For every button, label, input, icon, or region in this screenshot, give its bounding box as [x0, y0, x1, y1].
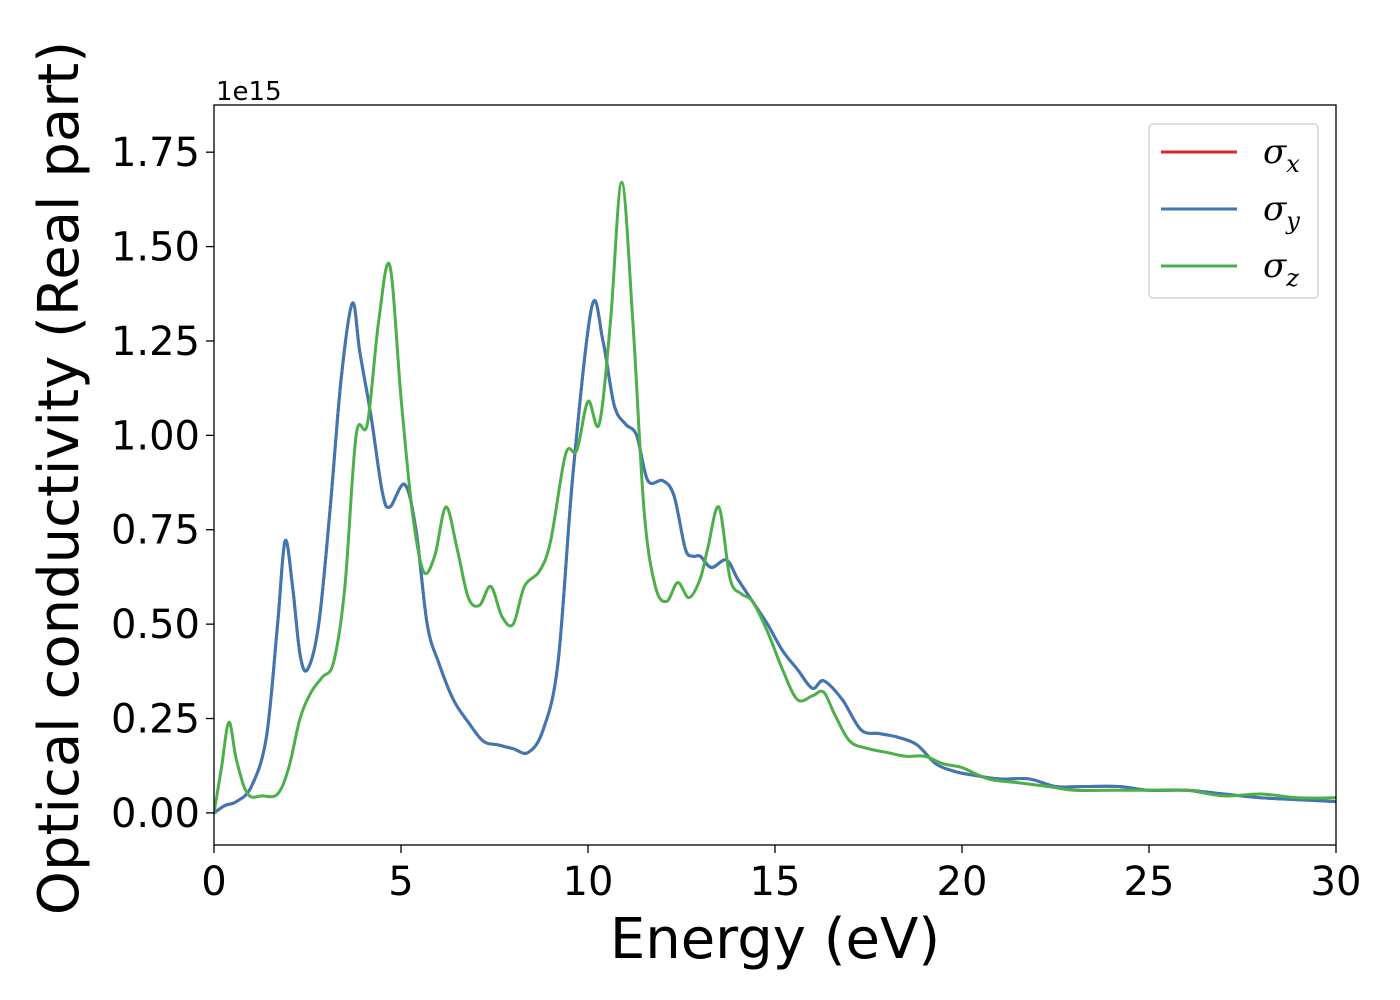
series-line-y: [214, 299, 1336, 815]
y-tick-label: 1.75: [111, 130, 200, 176]
y-axis-label: Optical conductivity (Real part): [27, 41, 92, 915]
y-tick-label: 1.25: [111, 319, 200, 365]
series-line-x: [214, 299, 1336, 815]
x-tick-label: 15: [750, 859, 801, 905]
x-tick-label: 5: [388, 859, 413, 905]
x-tick-label: 20: [937, 859, 988, 905]
series-line-z: [214, 180, 1336, 815]
axes: 0 5 10 15 20 25 30 0.00 0.25 0.50 0.75 1.00 1.25 1.50…: [111, 104, 1362, 905]
y-tick-label: 0.25: [111, 697, 200, 743]
x-tick-label: 30: [1311, 859, 1362, 905]
y-tick-label: 0.75: [111, 508, 200, 554]
legend-label-z: σz: [1263, 246, 1299, 292]
y-tick-label: 1.50: [111, 225, 200, 271]
y-offset-label: 1e15: [216, 77, 282, 107]
x-tick-label: 25: [1124, 859, 1175, 905]
y-tick-label: 0.50: [111, 602, 200, 648]
legend-label-y: σy: [1263, 189, 1300, 235]
plot-area: [214, 180, 1336, 815]
x-tick-label: 0: [201, 859, 226, 905]
legend-label-x: σx: [1263, 132, 1300, 178]
x-axis-label: Energy (eV): [610, 907, 940, 972]
legend-box: [1148, 123, 1319, 299]
x-tick-label: 10: [563, 859, 614, 905]
y-tick-label: 0.00: [111, 791, 200, 837]
y-tick-label: 1.00: [111, 413, 200, 459]
legend: σx σy σz: [1148, 123, 1319, 299]
